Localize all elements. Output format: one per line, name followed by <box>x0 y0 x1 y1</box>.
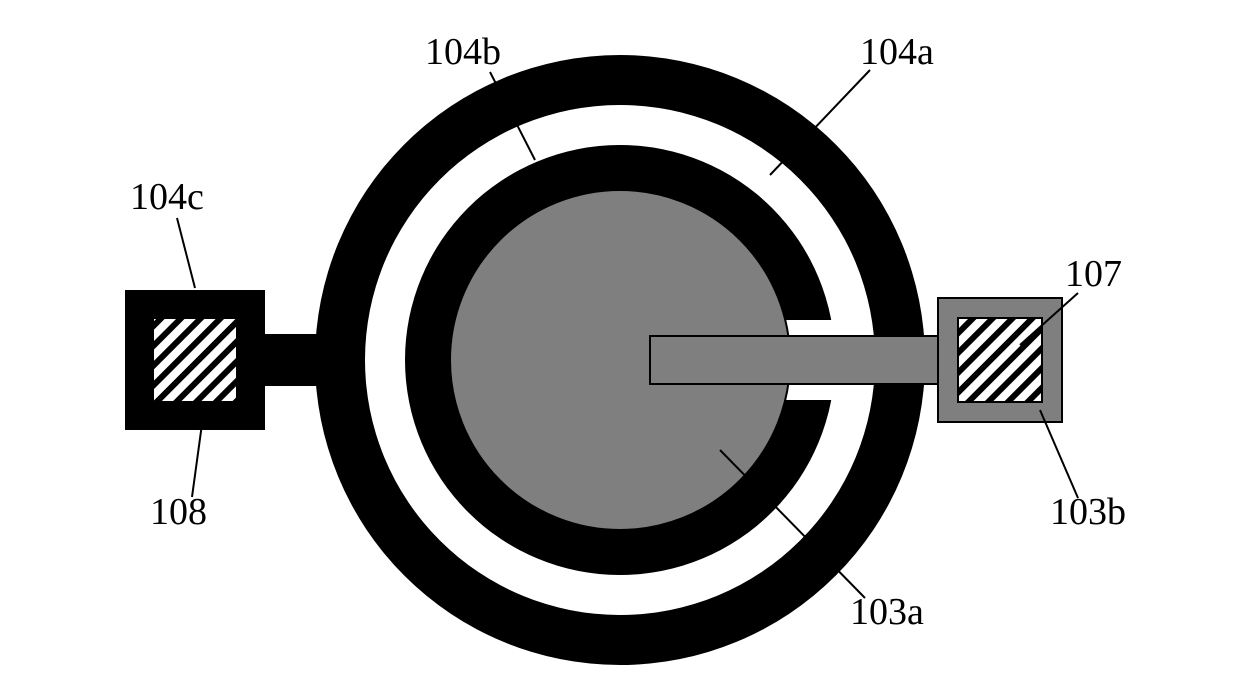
left-contact-108 <box>153 318 237 402</box>
leader-line <box>1040 410 1078 498</box>
label-104b: 104b <box>425 30 501 74</box>
label-107: 107 <box>1065 252 1122 296</box>
label-104a: 104a <box>860 30 934 74</box>
left-connector <box>260 334 330 386</box>
diagram-svg <box>0 0 1240 688</box>
diagram-stage: 104a 104b 104c 107 103b 103a 108 <box>0 0 1240 688</box>
leader-line <box>177 218 195 288</box>
label-103a: 103a <box>850 590 924 634</box>
label-104c: 104c <box>130 175 204 219</box>
label-108: 108 <box>150 490 207 534</box>
right-contact-107 <box>958 318 1042 402</box>
label-103b: 103b <box>1050 490 1126 534</box>
